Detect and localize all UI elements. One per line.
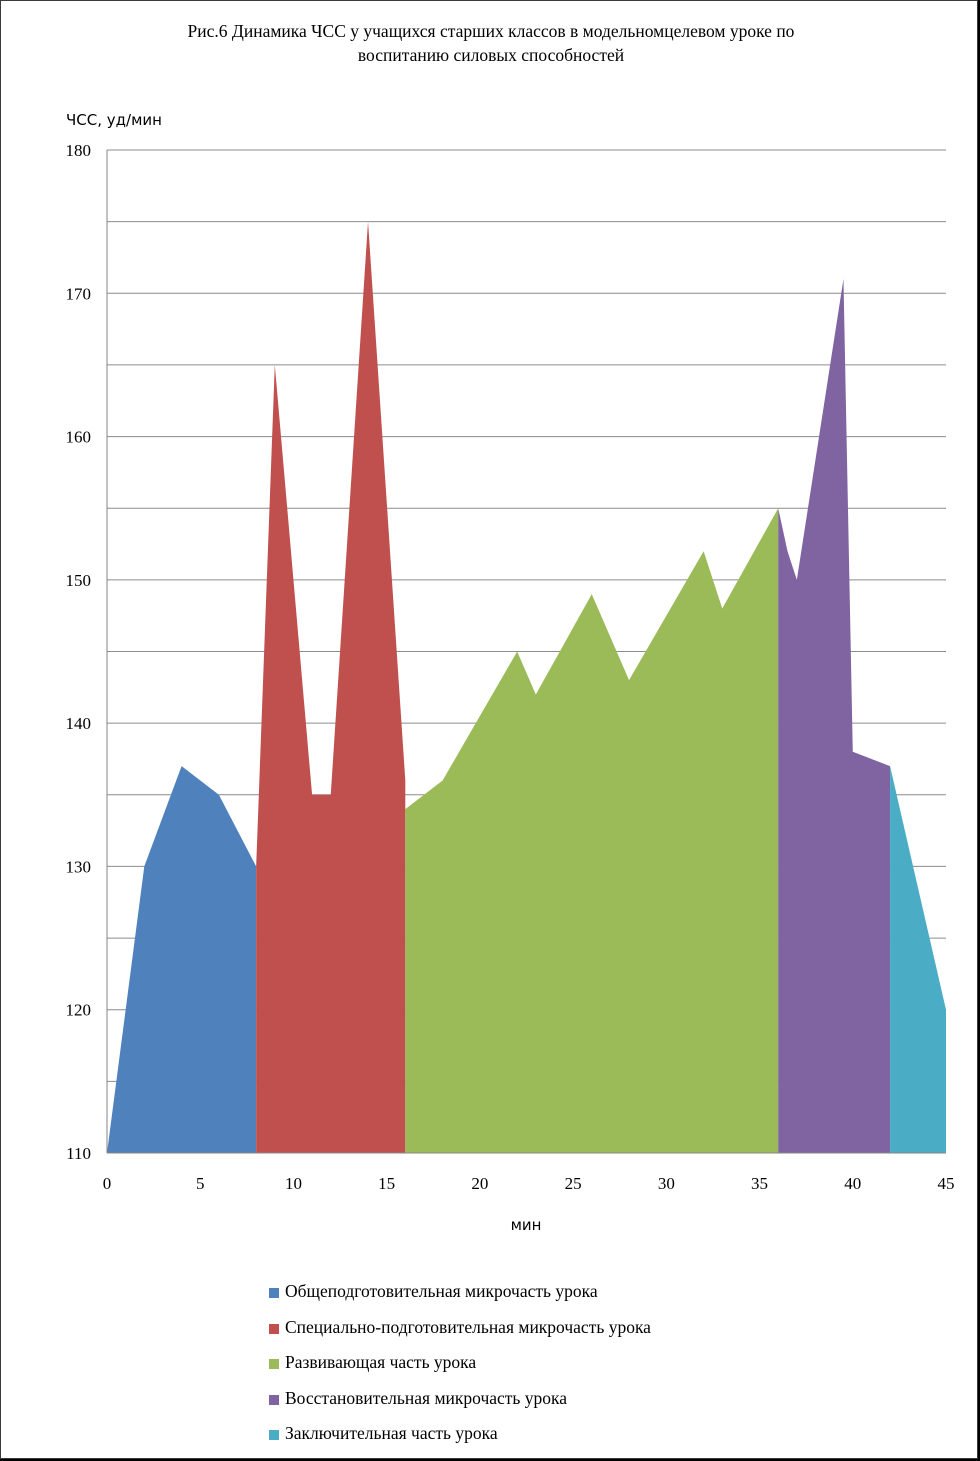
x-tick-label: 30 — [658, 1174, 675, 1193]
x-tick-label: 25 — [565, 1174, 582, 1193]
area-series-5 — [890, 766, 946, 1153]
legend-swatch — [269, 1323, 279, 1334]
x-tick-label: 15 — [378, 1174, 395, 1193]
y-tick-label: 140 — [66, 714, 92, 733]
y-tick-label: 180 — [66, 141, 92, 160]
y-tick-label: 120 — [66, 1001, 92, 1020]
x-axis-label: мин — [511, 1216, 542, 1234]
legend-swatch — [269, 1430, 279, 1440]
x-tick-label: 5 — [196, 1174, 205, 1193]
legend-label: Заключительная часть урока — [285, 1423, 498, 1443]
chart-plot: 110 120 130 140 150 160 170 180 0 5 10 15 20 25 30 35 4… — [66, 111, 955, 1234]
chart-title-line-2: воспитанию силовых способностей — [357, 45, 625, 65]
legend-label: Восстановительная микрочасть урока — [285, 1387, 568, 1408]
y-tick-labels: 110 120 130 140 150 160 170 180 — [66, 141, 92, 1163]
y-axis-label: ЧСС, уд/мин — [66, 111, 162, 129]
legend-label: Специально-подготовительная микрочасть у… — [285, 1316, 651, 1337]
y-tick-label: 110 — [66, 1144, 91, 1163]
legend-swatch — [269, 1394, 279, 1405]
area-series — [107, 221, 946, 1154]
chart-title-line-1: Рис.6 Динамика ЧСС у учащихся старших кл… — [187, 21, 795, 41]
x-tick-label: 20 — [471, 1174, 488, 1193]
x-tick-label: 0 — [103, 1174, 112, 1193]
y-tick-label: 170 — [66, 284, 92, 303]
area-series-1 — [107, 766, 257, 1153]
x-tick-label: 45 — [938, 1174, 955, 1193]
legend-swatch — [269, 1288, 279, 1298]
x-tick-labels: 0 5 10 15 20 25 30 35 40 45 — [103, 1174, 955, 1193]
x-tick-label: 35 — [751, 1174, 768, 1193]
x-tick-label: 10 — [285, 1174, 302, 1193]
area-series-2 — [256, 221, 406, 1154]
y-tick-label: 130 — [66, 857, 92, 876]
legend-swatch — [269, 1359, 279, 1369]
legend-label: Общеподготовительная микрочасть урока — [285, 1281, 598, 1301]
chart-title: Рис.6 Динамика ЧСС у учащихся старших кл… — [91, 19, 891, 67]
legend-label: Развивающая часть урока — [285, 1352, 477, 1372]
y-tick-label: 160 — [66, 428, 92, 447]
area-series-3 — [405, 508, 779, 1153]
x-tick-label: 40 — [844, 1174, 861, 1193]
axes — [106, 150, 946, 1154]
area-series-4 — [778, 278, 891, 1153]
y-tick-label: 150 — [66, 571, 92, 590]
